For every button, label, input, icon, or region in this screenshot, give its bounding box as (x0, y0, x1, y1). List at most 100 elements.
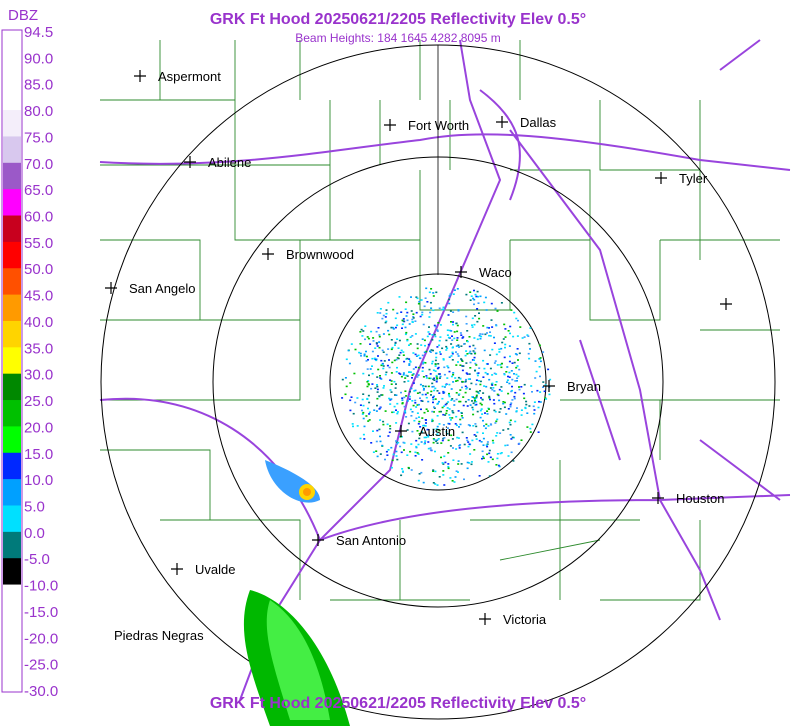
echo-pixel (442, 463, 445, 465)
echo-pixel (486, 332, 488, 334)
echo-pixel (396, 458, 399, 461)
city-marker (496, 116, 508, 128)
echo-pixel (519, 326, 522, 328)
echo-pixel (472, 408, 475, 411)
echo-pixel (404, 410, 407, 412)
echo-pixel (467, 378, 470, 380)
echo-pixel (379, 312, 382, 314)
echo-pixel (511, 362, 514, 364)
color-bar-segment (3, 189, 21, 217)
echo-pixel (420, 471, 423, 474)
echo-pixel (459, 418, 462, 421)
echo-pixel (487, 461, 490, 463)
echo-pixel (521, 337, 524, 339)
echo-pixel (448, 302, 451, 305)
echo-pixel (380, 364, 383, 367)
echo-pixel (366, 398, 369, 400)
echo-pixel (416, 297, 419, 300)
echo-pixel (530, 385, 533, 387)
echo-pixel (475, 379, 478, 381)
echo-pixel (496, 432, 499, 434)
echo-pixel (501, 341, 504, 344)
echo-pixel (511, 378, 514, 381)
echo-pixel (352, 412, 355, 415)
echo-pixel (465, 350, 468, 352)
echo-pixel (493, 390, 496, 392)
echo-pixel (414, 389, 417, 392)
echo-pixel (525, 403, 528, 406)
echo-pixel (398, 296, 401, 298)
echo-pixel (473, 351, 476, 354)
legend-label: 30.0 (24, 367, 53, 384)
echo-pixel (362, 404, 365, 407)
echo-pixel (399, 373, 402, 375)
echo-pixel (499, 452, 502, 455)
echo-pixel (481, 413, 484, 415)
city-label: Piedras Negras (114, 628, 204, 643)
city-label: Aspermont (158, 69, 221, 84)
echo-pixel (442, 392, 445, 394)
echo-pixel (491, 388, 494, 391)
echo-pixel (477, 372, 480, 374)
echo-pixel (472, 425, 475, 427)
echo-pixel (476, 431, 479, 434)
echo-pixel (421, 311, 424, 314)
echo-pixel (391, 361, 394, 364)
echo-pixel (360, 328, 363, 331)
echo-pixel (471, 317, 474, 320)
echo-pixel (507, 375, 509, 378)
echo-pixel (395, 358, 398, 361)
echo-pixel (506, 444, 509, 446)
echo-pixel (427, 385, 430, 388)
echo-pixel (349, 399, 352, 402)
color-bar-segment (3, 479, 21, 506)
echo-pixel (459, 389, 462, 391)
echo-pixel (451, 359, 454, 361)
echo-pixel (364, 338, 366, 341)
echo-pixel (491, 384, 494, 386)
echo-pixel (448, 395, 451, 398)
echo-pixel (433, 377, 436, 380)
echo-pixel (442, 437, 445, 440)
echo-pixel (481, 450, 484, 453)
echo-pixel (363, 355, 366, 357)
echo-pixel (370, 330, 373, 333)
echo-pixel (432, 441, 435, 444)
echo-pixel (518, 442, 521, 445)
echo-pixel (528, 342, 531, 345)
echo-pixel (482, 444, 485, 446)
echo-pixel (379, 440, 382, 443)
echo-pixel (514, 353, 517, 355)
city-marker (262, 248, 274, 260)
echo-pixel (518, 368, 521, 371)
echo-pixel (390, 383, 393, 385)
echo-pixel (427, 434, 430, 437)
echo-pixel (390, 372, 393, 374)
echo-pixel (489, 367, 492, 370)
echo-pixel (434, 387, 437, 390)
echo-pixel (520, 414, 523, 416)
echo-pixel (375, 440, 378, 443)
echo-pixel (368, 374, 370, 377)
echo-pixel (401, 327, 403, 329)
echo-pixel (458, 346, 460, 348)
echo-pixel (423, 443, 426, 445)
echo-pixel (408, 364, 411, 366)
echo-pixel (429, 350, 431, 353)
echo-pixel (539, 391, 542, 393)
echo-pixel (435, 374, 438, 377)
echo-pixel (443, 386, 446, 388)
echo-pixel (539, 401, 542, 403)
echo-pixel (362, 330, 365, 332)
echo-pixel (381, 394, 384, 396)
echo-pixel (449, 293, 452, 295)
echo-pixel (498, 351, 501, 353)
echo-pixel (429, 373, 432, 375)
echo-pixel (434, 365, 437, 367)
echo-pixel (375, 358, 378, 361)
echo-pixel (427, 447, 430, 450)
echo-pixel (471, 400, 473, 402)
echo-pixel (365, 415, 368, 417)
echo-pixel (395, 383, 397, 385)
echo-pixel (438, 344, 441, 347)
